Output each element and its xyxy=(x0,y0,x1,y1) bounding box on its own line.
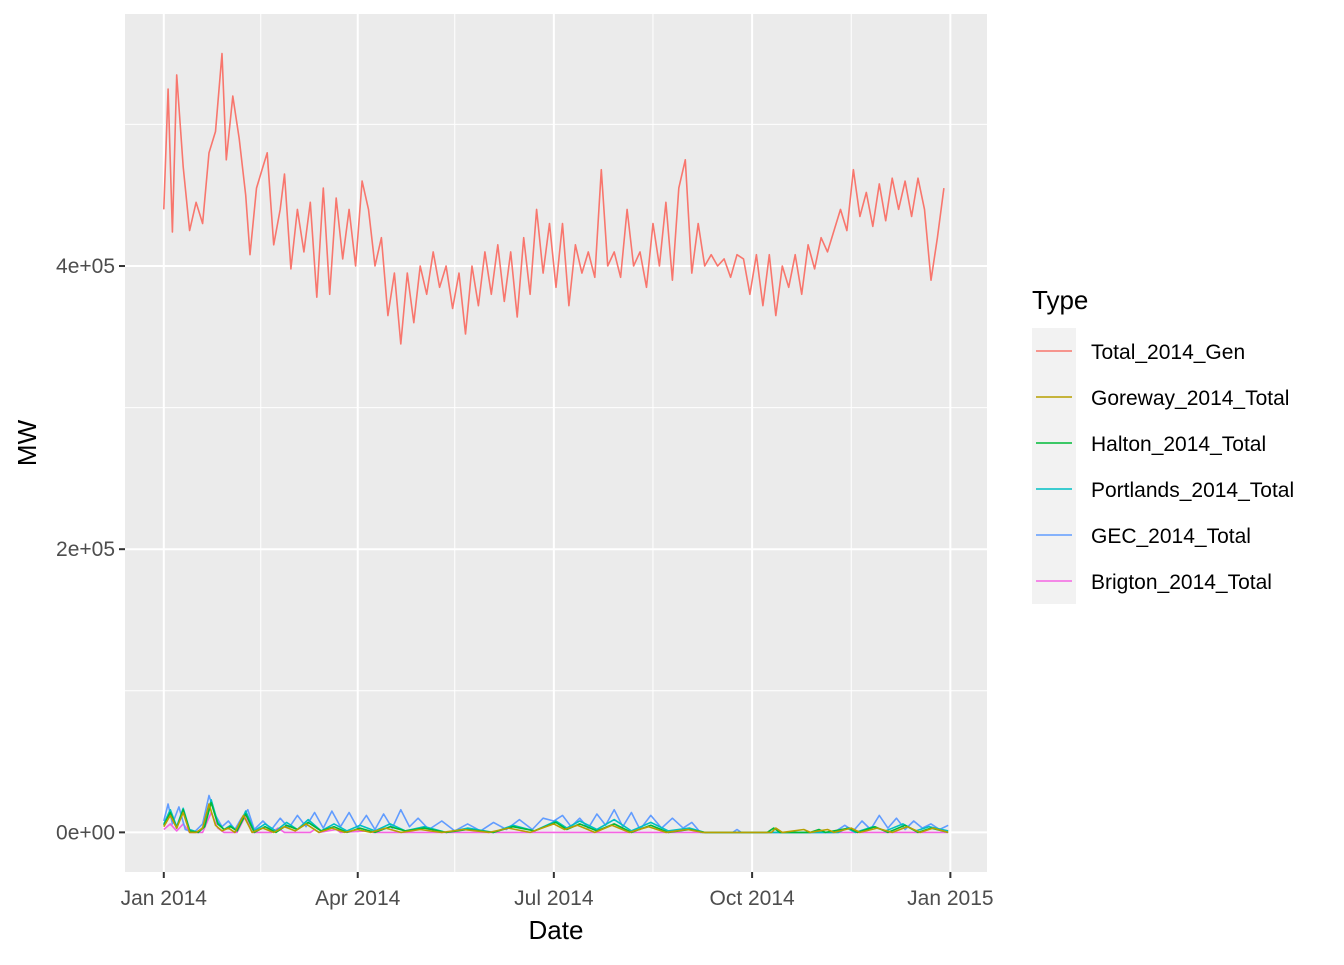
grid-lines xyxy=(125,14,987,872)
legend: Type Total_2014_Gen Goreway_2014_Total Hal… xyxy=(1032,285,1294,604)
legend-label: Halton_2014_Total xyxy=(1091,433,1266,456)
legend-label: Portlands_2014_Total xyxy=(1091,479,1294,502)
plot-panel xyxy=(125,14,987,872)
y-tick-label: 4e+05 xyxy=(56,255,115,278)
x-tick-label: Apr 2014 xyxy=(315,887,401,910)
series-lines xyxy=(163,52,949,834)
legend-title: Type xyxy=(1032,285,1088,315)
legend-label: Goreway_2014_Total xyxy=(1091,387,1289,410)
x-tick-label: Jan 2014 xyxy=(121,887,208,910)
x-tick-label: Oct 2014 xyxy=(709,887,795,910)
axes: 0e+00 2e+05 4e+05 Jan 2014 Apr 2014 Jul 2014 O… xyxy=(56,255,994,910)
x-tick-label: Jul 2014 xyxy=(514,887,594,910)
x-axis-title: Date xyxy=(529,915,584,945)
y-axis-title: MW xyxy=(12,419,42,466)
legend-label: Brigton_2014_Total xyxy=(1091,571,1272,594)
series-line-Total_2014_Gen xyxy=(163,52,945,345)
y-tick-label: 0e+00 xyxy=(56,821,115,844)
legend-label: GEC_2014_Total xyxy=(1091,525,1251,548)
x-tick-label: Jan 2015 xyxy=(907,887,993,910)
y-tick-label: 2e+05 xyxy=(56,538,115,561)
legend-label: Total_2014_Gen xyxy=(1091,341,1245,364)
series-line-Goreway_2014_Total xyxy=(163,803,949,834)
